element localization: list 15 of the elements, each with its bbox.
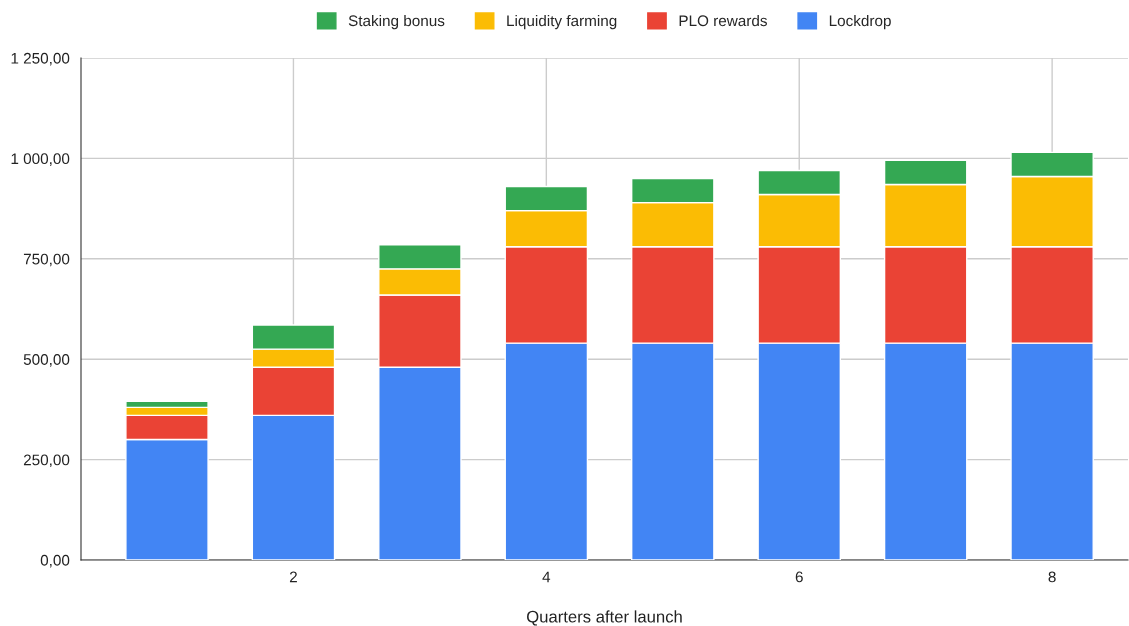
legend-label: Lockdrop: [829, 14, 891, 30]
legend-label: Liquidity farming: [507, 14, 617, 30]
y-tick-label: 500,00: [23, 354, 70, 367]
legend-label: PLO rewards: [679, 14, 767, 27]
x-tick-label: 8: [1048, 571, 1056, 583]
y-tick-label: 1 000,00: [11, 153, 70, 166]
y-tick-label: 0,00: [40, 554, 70, 568]
x-tick-label: 6: [795, 571, 803, 583]
y-tick-label: 1 250,00: [11, 52, 70, 66]
x-axis-title: Quarters after launch: [527, 610, 682, 626]
x-tick-label: 2: [289, 571, 297, 583]
y-tick-label: 250,00: [23, 454, 70, 468]
y-tick-label: 750,00: [23, 253, 70, 267]
legend-label: Staking bonus: [348, 14, 445, 30]
x-tick-label: 4: [542, 571, 551, 583]
